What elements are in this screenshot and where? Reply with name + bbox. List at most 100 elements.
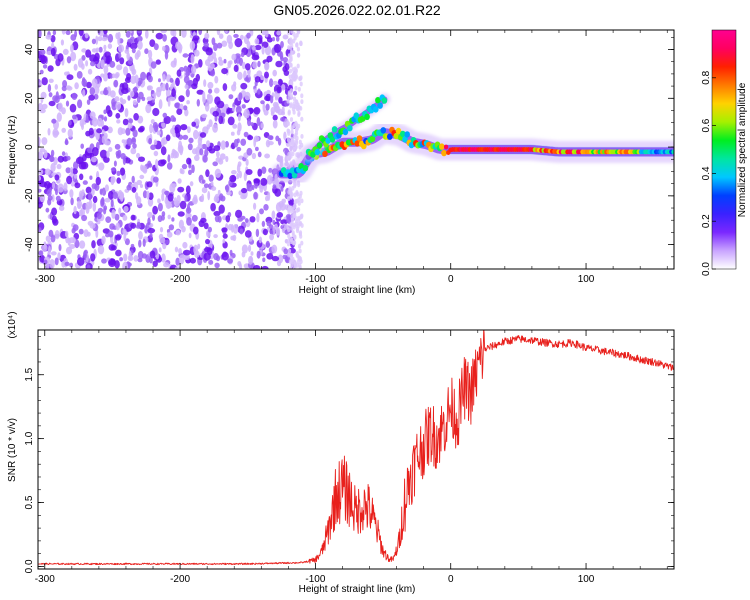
noise-speckle [156, 87, 162, 98]
noise-speckle [231, 84, 237, 92]
noise-speckle [188, 232, 192, 239]
noise-speckle [70, 197, 74, 206]
noise-speckle [224, 103, 229, 109]
noise-speckle [146, 96, 153, 102]
noise-speckle [177, 211, 185, 217]
noise-speckle [72, 237, 76, 244]
noise-speckle [174, 151, 179, 159]
noise-speckle [196, 89, 204, 95]
noise-speckle [246, 32, 251, 39]
noise-speckle [269, 229, 274, 235]
noise-speckle [211, 51, 217, 59]
noise-speckle [296, 30, 301, 35]
noise-speckle [164, 50, 169, 60]
noise-speckle [276, 212, 284, 218]
noise-speckle [254, 38, 260, 45]
noise-speckle [211, 186, 217, 191]
noise-speckle [163, 262, 170, 268]
noise-speckle [207, 226, 212, 233]
noise-speckle [138, 231, 143, 240]
noise-speckle [217, 189, 221, 195]
noise-speckle [213, 42, 218, 52]
noise-speckle [50, 235, 56, 243]
noise-speckle [78, 30, 84, 37]
noise-speckle [297, 110, 301, 116]
noise-speckle [74, 239, 80, 249]
noise-speckle [177, 186, 185, 193]
noise-speckle [41, 243, 48, 253]
noise-speckle [264, 61, 269, 70]
noise-speckle [287, 227, 291, 233]
noise-speckle [183, 75, 190, 84]
noise-speckle [221, 68, 229, 75]
noise-speckle [236, 146, 242, 152]
noise-speckle [148, 192, 154, 200]
noise-speckle [234, 38, 243, 48]
noise-speckle [212, 161, 218, 167]
noise-speckle [299, 259, 303, 264]
noise-speckle [42, 64, 48, 69]
noise-speckle [260, 100, 265, 105]
trace-blob [395, 127, 402, 135]
noise-speckle [232, 123, 238, 129]
snr-panel: -300 -200 -100 0 100 0.0 0.5 1.0 1.5 Height of … [7, 311, 675, 595]
noise-speckle [269, 95, 274, 104]
noise-speckle [46, 51, 52, 55]
noise-speckle [189, 41, 196, 51]
noise-speckle [116, 64, 123, 71]
noise-speckle [79, 240, 86, 249]
noise-speckle [141, 96, 146, 102]
noise-speckle [296, 259, 300, 264]
noise-speckle [114, 143, 121, 150]
noise-speckle [292, 90, 298, 96]
noise-speckle [256, 212, 260, 223]
spectrogram-xtick-label: -300 [35, 274, 55, 285]
noise-speckle [61, 85, 67, 92]
noise-speckle [240, 52, 245, 58]
trace-blob [329, 136, 336, 143]
noise-speckle [204, 148, 209, 157]
noise-speckle [66, 175, 73, 185]
trace-blob [393, 132, 400, 140]
noise-speckle [213, 253, 219, 261]
noise-speckle [122, 156, 126, 165]
noise-speckle [39, 108, 46, 114]
noise-speckle [289, 50, 294, 55]
noise-speckle [186, 217, 192, 226]
noise-speckle [248, 255, 254, 265]
noise-speckle [102, 228, 110, 234]
noise-speckle [168, 96, 176, 102]
noise-speckle [290, 30, 294, 34]
noise-speckle [257, 60, 261, 68]
noise-speckle [191, 164, 195, 174]
noise-speckle [147, 160, 152, 167]
noise-speckle [292, 77, 296, 82]
noise-speckle [149, 250, 156, 259]
noise-speckle [108, 258, 116, 268]
noise-speckle [91, 78, 98, 88]
noise-speckle [138, 156, 145, 162]
noise-speckle [293, 213, 297, 218]
noise-speckle [93, 93, 99, 100]
noise-speckle [297, 201, 301, 206]
noise-speckle [44, 168, 51, 176]
noise-speckle [215, 157, 222, 163]
trace-blob [377, 102, 383, 109]
noise-speckle [65, 85, 72, 90]
noise-speckle [136, 49, 141, 58]
noise-speckle [214, 215, 220, 223]
noise-speckle [117, 44, 125, 53]
noise-speckle [103, 89, 109, 96]
noise-speckle [149, 123, 153, 134]
noise-speckle [52, 30, 57, 36]
noise-speckle [136, 35, 143, 42]
noise-speckle [81, 63, 85, 70]
noise-speckle [45, 34, 52, 40]
noise-speckle [100, 120, 105, 128]
noise-speckle [76, 200, 83, 209]
noise-speckle [291, 240, 295, 245]
noise-speckle [161, 193, 165, 202]
noise-speckle [275, 60, 283, 68]
noise-speckle [214, 75, 219, 84]
